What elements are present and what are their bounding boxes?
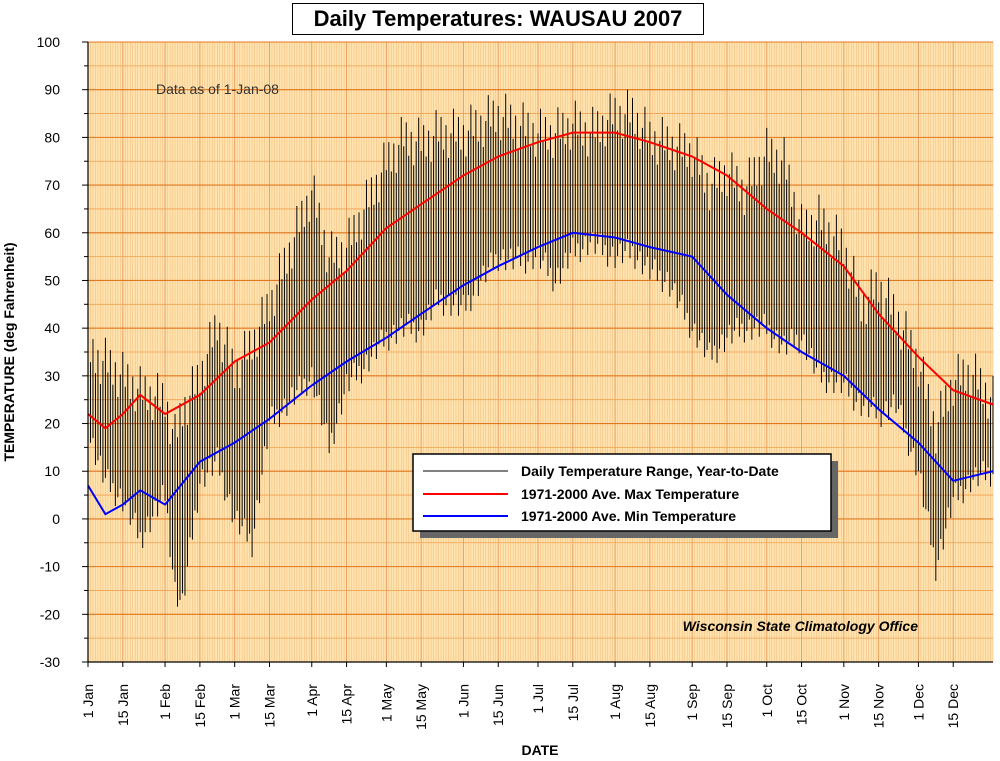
x-tick-label: 1 Dec	[910, 684, 926, 721]
x-tick-label: 1 Mar	[227, 684, 243, 720]
y-tick-label: -10	[40, 559, 60, 575]
x-tick-label: 15 Oct	[794, 684, 810, 725]
x-tick-label: 1 Jul	[530, 684, 546, 714]
y-tick-label: 100	[37, 34, 61, 50]
x-tick-label: 1 Nov	[836, 684, 852, 721]
legend-label-min: 1971-2000 Ave. Min Temperature	[521, 508, 736, 524]
x-tick-label: 15 Jan	[115, 684, 131, 726]
chart-title: Daily Temperatures: WAUSAU 2007	[292, 3, 704, 35]
x-tick-label: 15 Nov	[871, 684, 887, 728]
y-tick-label: -30	[40, 654, 60, 670]
source-credit: Wisconsin State Climatology Office	[683, 618, 919, 634]
y-tick-label: 80	[44, 129, 60, 145]
y-tick-label: 10	[44, 463, 60, 479]
y-tick-label: 50	[44, 272, 60, 288]
legend-label-range: Daily Temperature Range, Year-to-Date	[521, 463, 779, 479]
legend-label-max: 1971-2000 Ave. Max Temperature	[521, 486, 739, 502]
y-tick-label: -20	[40, 606, 60, 622]
y-tick-label: 60	[44, 225, 60, 241]
x-tick-label: 15 Aug	[642, 684, 658, 728]
x-tick-label: 15 Jun	[490, 684, 506, 726]
x-tick-label: 15 Mar	[261, 684, 277, 728]
y-tick-label: 70	[44, 177, 60, 193]
y-tick-label: 0	[52, 511, 60, 527]
x-tick-label: 15 Jul	[565, 684, 581, 721]
x-tick-label: 1 Aug	[607, 684, 623, 720]
y-tick-label: 90	[44, 82, 60, 98]
x-tick-label: 1 Oct	[759, 684, 775, 718]
y-axis-label: TEMPERATURE (deg Fahrenheit)	[1, 242, 17, 461]
x-tick-label: 15 Feb	[192, 684, 208, 728]
x-tick-label: 1 Feb	[157, 684, 173, 720]
x-tick-label: 15 Sep	[719, 684, 735, 729]
avg-max-line	[87, 131, 994, 430]
x-tick-label: 1 Jan	[80, 684, 96, 718]
avg-min-line	[87, 231, 994, 516]
y-tick-label: 20	[44, 416, 60, 432]
x-tick-label: 1 Sep	[684, 684, 700, 721]
x-tick-label: 1 Jun	[455, 684, 471, 718]
x-tick-label: 1 Apr	[304, 684, 320, 717]
x-tick-label: 1 May	[378, 684, 394, 722]
legend: Daily Temperature Range, Year-to-Date 19…	[412, 453, 838, 538]
x-axis-label: DATE	[521, 742, 558, 758]
data-as-of-note: Data as of 1-Jan-08	[156, 81, 279, 97]
x-tick-label: 15 Dec	[945, 684, 961, 728]
x-tick-label: 15 Apr	[339, 684, 355, 725]
y-tick-label: 30	[44, 368, 60, 384]
x-tick-label: 15 May	[413, 684, 429, 730]
y-tick-label: 40	[44, 320, 60, 336]
